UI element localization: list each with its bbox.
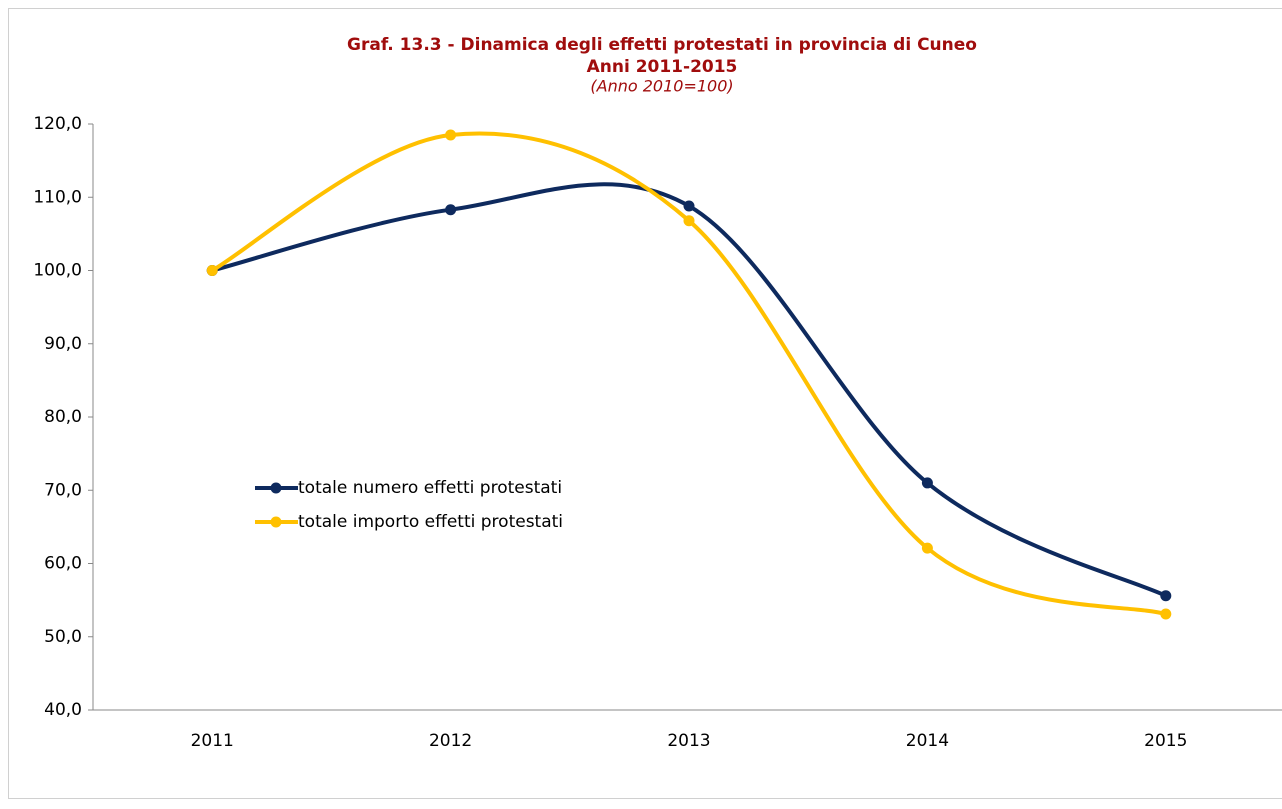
series-marker [206,265,218,276]
legend-label: totale importo effetti protestati [298,512,563,532]
y-tick-label: 50,0 [44,627,82,647]
chart-title: Graf. 13.3 - Dinamica degli effetti prot… [347,35,977,55]
x-tick-label: 2015 [1144,731,1187,751]
chart-subtitle: (Anno 2010=100) [590,77,733,96]
x-tick-label: 2012 [429,731,472,751]
series-marker [683,200,695,212]
x-tick-label: 2013 [667,731,710,751]
legend-label: totale numero effetti protestati [298,478,562,498]
series-marker [445,129,457,141]
y-tick-label: 120,0 [33,114,82,134]
y-tick-label: 90,0 [44,334,82,354]
series-marker [921,542,933,554]
series-marker [1160,590,1172,602]
chart-title-2: Anni 2011-2015 [587,57,738,77]
series-marker [1160,608,1172,620]
x-tick-label: 2011 [191,731,234,751]
y-tick-label: 100,0 [33,261,82,281]
legend-marker [270,516,282,528]
y-tick-label: 60,0 [44,554,82,574]
y-tick-label: 110,0 [33,187,82,207]
chart-border [8,8,1282,799]
series-marker [921,477,933,489]
y-tick-label: 80,0 [44,407,82,427]
y-tick-label: 40,0 [44,700,82,720]
x-tick-label: 2014 [906,731,949,751]
series-line [211,131,1167,616]
series-marker [683,215,695,227]
y-tick-label: 70,0 [44,480,82,500]
series-line [211,182,1167,598]
legend-marker [270,482,282,494]
series-marker [445,204,457,216]
